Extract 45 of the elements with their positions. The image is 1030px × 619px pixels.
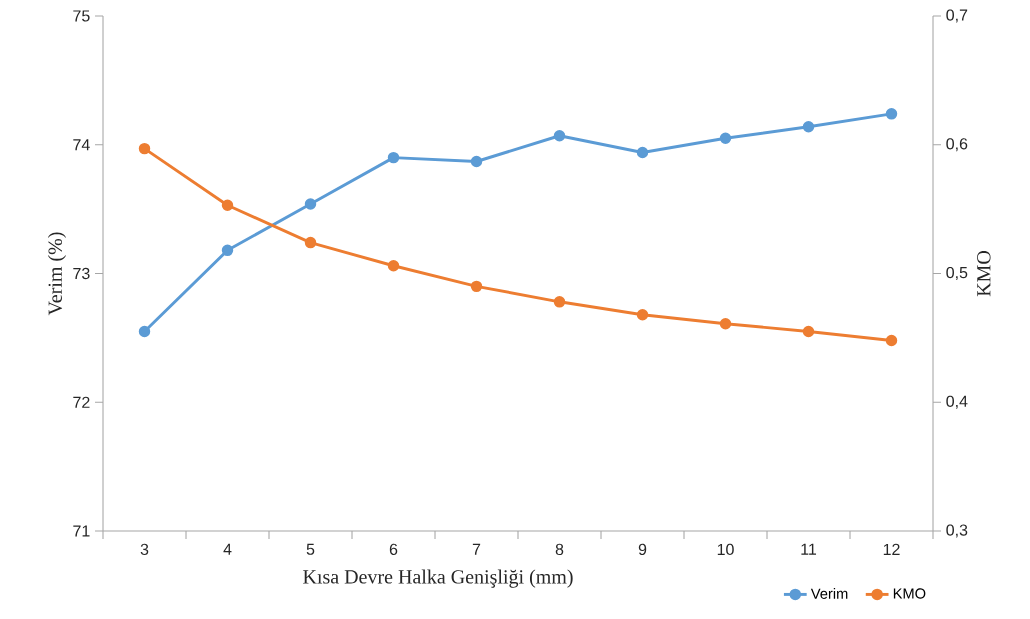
- point: [636, 308, 649, 321]
- y-tick-label: 71: [73, 525, 90, 537]
- y-tick-label: 72: [73, 396, 90, 408]
- point: [221, 244, 234, 257]
- x-tick-label: 8: [555, 543, 564, 556]
- x-axis-title: Kısa Devre Halka Genişliği (mm): [303, 569, 573, 588]
- point: [636, 146, 649, 159]
- y2-axis-title: KMO: [977, 251, 991, 297]
- y2-tick-label: 0,4: [946, 395, 968, 409]
- x-tick-label: 3: [140, 543, 149, 556]
- y2-tick-label: 0,7: [946, 9, 968, 23]
- y-tick-label: 75: [73, 10, 90, 22]
- point: [387, 260, 400, 272]
- point: [138, 142, 151, 155]
- x-tick-label: 6: [389, 543, 398, 556]
- point: [138, 325, 151, 338]
- point: [885, 108, 898, 120]
- point: [719, 317, 732, 330]
- point: [470, 280, 483, 293]
- x-tick-label: 4: [223, 543, 232, 555]
- point: [553, 130, 566, 142]
- y2-tick-label: 0,3: [946, 524, 968, 538]
- y2-tick-label: 0,5: [946, 266, 968, 281]
- y2-tick-label: 0,6: [946, 138, 968, 152]
- point: [802, 325, 815, 338]
- x-tick-label: 12: [883, 543, 900, 555]
- y-axis-title: Verim (%): [47, 232, 67, 316]
- point: [719, 132, 732, 145]
- legend-label: KMO: [893, 588, 926, 599]
- y-tick-label: 74: [73, 139, 90, 151]
- x-tick-label: 7: [472, 543, 481, 555]
- point: [553, 296, 566, 308]
- point: [387, 151, 400, 164]
- y-tick-label: 73: [73, 267, 90, 280]
- point: [304, 198, 317, 210]
- x-tick-label: 11: [801, 543, 817, 555]
- x-tick-label: 10: [717, 543, 734, 556]
- point: [470, 155, 483, 168]
- point: [802, 120, 815, 133]
- point: [304, 236, 317, 249]
- x-tick-label: 5: [306, 543, 315, 555]
- legend-label: Verim: [810, 588, 848, 599]
- x-tick-label: 9: [638, 543, 647, 556]
- point: [221, 199, 234, 211]
- point: [885, 334, 898, 347]
